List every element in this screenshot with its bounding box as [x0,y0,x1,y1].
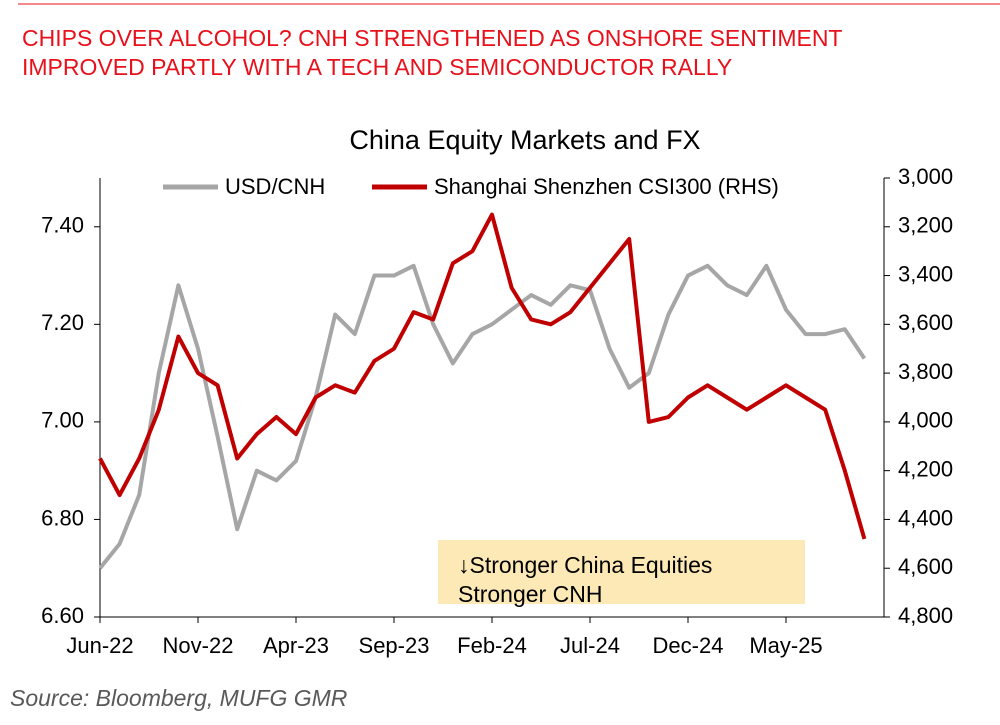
legend-label: USD/CNH [225,174,325,199]
y-tick-label: 6.80 [41,505,84,530]
y2-tick-label: 3,800 [898,359,953,384]
y2-tick-label: 3,400 [898,261,953,286]
x-tick-label: Feb-24 [457,633,527,658]
x-tick-label: Jul-24 [560,633,620,658]
y-tick-label: 7.20 [41,310,84,335]
annotation: ↓Stronger China Equities [458,552,712,578]
headline: CHIPS OVER ALCOHOL? CNH STRENGTHENED AS … [22,25,842,51]
y2-tick-label: 3,200 [898,213,953,238]
line [98,263,867,570]
annotation-box [438,540,805,604]
headline: IMPROVED PARTLY WITH A TECH AND SEMICOND… [22,54,732,80]
source: Source: Bloomberg, MUFG GMR [10,685,347,711]
legend-label: Shanghai Shenzhen CSI300 (RHS) [434,174,779,199]
y2-tick-label: 4,600 [898,554,953,579]
y2-tick-label: 4,200 [898,456,953,481]
y2-tick-label: 4,000 [898,408,953,433]
line [98,212,867,540]
x-tick-label: Sep-23 [359,633,430,658]
y-tick-label: 7.40 [41,213,84,238]
y-tick-label: 6.60 [41,603,84,628]
x-tick-label: Nov-22 [163,633,234,658]
chart-title: China Equity Markets and FX [349,125,700,155]
y2-tick-label: 4,800 [898,603,953,628]
y2-tick-label: 3,600 [898,310,953,335]
y-tick-label: 7.00 [41,408,84,433]
x-tick-label: Jun-22 [66,633,133,658]
x-tick-label: May-25 [749,633,822,658]
annotation: Stronger CNH [458,581,602,607]
x-tick-label: Dec-24 [653,633,724,658]
y2-tick-label: 3,000 [898,164,953,189]
y2-tick-label: 4,400 [898,505,953,530]
x-tick-label: Apr-23 [263,633,329,658]
